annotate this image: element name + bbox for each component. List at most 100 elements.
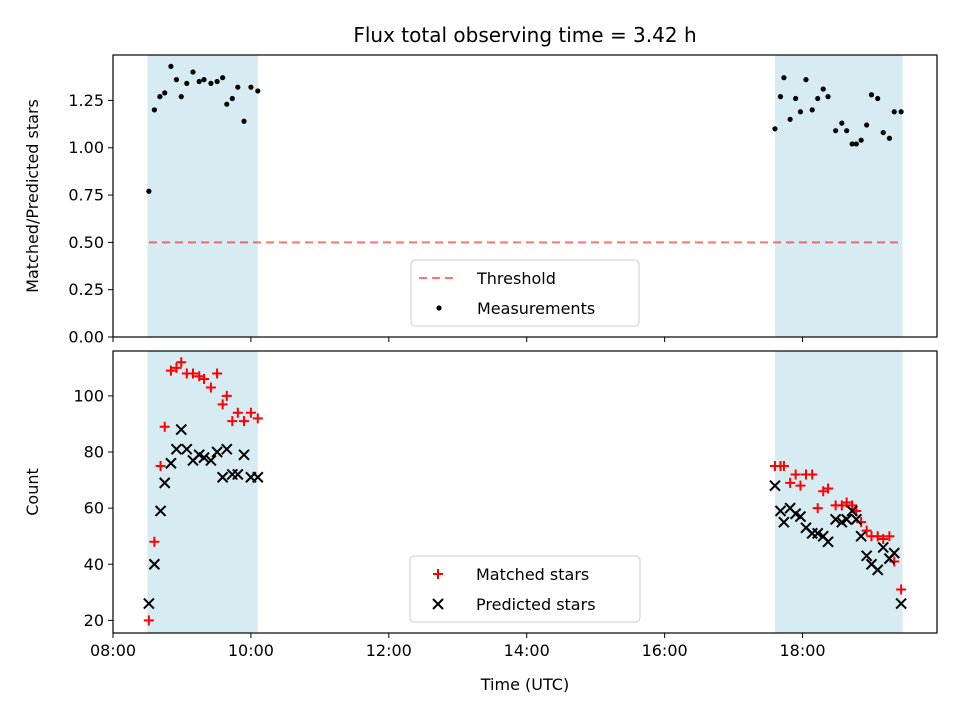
predicted-star-point [175, 423, 187, 436]
measurement-point [886, 135, 893, 141]
predicted-star-point [822, 536, 834, 548]
legend-label: Matched stars [476, 565, 589, 584]
matched-star-point [884, 531, 895, 542]
matched-star-point [221, 390, 232, 401]
matched-star-point [159, 421, 170, 432]
predicted-star-point [205, 454, 217, 467]
axes-frame [112, 350, 938, 634]
measurement-point [803, 77, 809, 83]
ratio-panel: 0.00 0.25 0.50 0.75 1.00 1.25 Matched/Predicte… [23, 54, 938, 347]
measurement-point [229, 95, 235, 102]
measurement-point [787, 116, 793, 122]
predicted-star-point [877, 541, 889, 554]
measurement-point [201, 77, 207, 83]
measurement-point [781, 75, 787, 81]
measurement-point [891, 109, 897, 115]
matched-star-point [823, 483, 834, 494]
predicted-star-point [165, 457, 177, 469]
y-tick-label: 0.75 [68, 186, 104, 205]
matched-star-point [165, 365, 176, 376]
y-axis-label: Count [23, 468, 42, 516]
predicted-star-point [252, 471, 264, 483]
measurement-point [825, 94, 831, 100]
measurement-point [190, 69, 196, 75]
legend-box [410, 259, 640, 327]
legend-label: Predicted stars [476, 595, 596, 614]
matched-star-point [212, 368, 223, 379]
matched-star-point [795, 480, 806, 491]
predicted-star-point [888, 547, 900, 559]
measurement-point [220, 75, 226, 81]
legend-label: Measurements [477, 299, 595, 318]
predicted-star-point [812, 527, 824, 540]
measurement-point [772, 126, 778, 132]
measurement-point [184, 80, 190, 86]
y-axis-label: Matched/Predicted stars [23, 99, 42, 293]
y-tick-label: 40 [84, 555, 104, 574]
measurement-point [157, 94, 163, 100]
predicted-star-point [211, 446, 223, 458]
predicted-star-point [840, 513, 853, 526]
matched-star-point [199, 374, 210, 385]
measurement-point [196, 78, 202, 85]
x-axis-label: Time (UTC) [480, 675, 569, 694]
predicted-star-point [895, 597, 907, 610]
measurement-point [146, 188, 152, 194]
matched-star-point [217, 399, 228, 410]
predicted-star-point [774, 505, 787, 517]
x-tick-label: 08:00 [90, 641, 136, 660]
measurement-point [898, 109, 904, 115]
predicted-star-point [794, 510, 807, 523]
matched-star-point [227, 416, 238, 427]
matched-star-point [171, 362, 182, 373]
predicted-star-point [154, 505, 167, 517]
predicted-star-point [846, 505, 858, 517]
predicted-star-point [860, 550, 873, 562]
predicted-star-point [238, 449, 250, 461]
predicted-star-point [198, 451, 210, 464]
matched-star-point [149, 536, 160, 547]
matched-star-point [872, 531, 883, 542]
matched-star-point [778, 461, 789, 472]
y-tick-label: 20 [84, 611, 104, 630]
matched-star-point [812, 503, 823, 514]
measurement-point [224, 101, 230, 107]
measurement-point [241, 118, 247, 124]
predicted-star-point [769, 479, 781, 492]
y-tick-label: 0.25 [68, 280, 104, 299]
chart-title: Flux total observing time = 3.42 h [353, 23, 696, 47]
predicted-star-point [143, 597, 155, 610]
legend-predicted-swatch [432, 598, 444, 610]
measurement-point [839, 120, 845, 126]
measurement-point [849, 141, 855, 147]
measurement-point [864, 122, 870, 128]
matched-star-point [841, 497, 852, 508]
predicted-star-point [871, 564, 884, 576]
x-tick-label: 14:00 [504, 641, 550, 660]
measurement-point [255, 88, 261, 94]
predicted-star-point [221, 443, 233, 455]
matched-star-point [252, 413, 263, 424]
observing-span [774, 55, 903, 337]
matched-star-point [807, 469, 818, 480]
y-tick-label: 80 [84, 443, 104, 462]
measurement-point [833, 128, 839, 134]
measurement-point [815, 95, 821, 102]
measurement-point [880, 129, 886, 136]
y-tick-label: 100 [73, 386, 104, 405]
measurement-point [793, 95, 799, 102]
predicted-star-point [181, 443, 193, 455]
predicted-star-point [778, 516, 790, 528]
observing-span [147, 351, 258, 633]
matched-star-point [205, 382, 216, 393]
measurement-point [777, 94, 784, 100]
y-tick-label: 0.00 [68, 328, 104, 347]
measurement-point [178, 94, 184, 100]
x-tick-label: 16:00 [642, 641, 688, 660]
y-tick-label: 60 [84, 499, 104, 518]
matched-star-point [896, 584, 907, 595]
measurement-point [168, 63, 174, 69]
matched-star-point [847, 500, 858, 511]
legend-matched-swatch [433, 569, 443, 579]
measurement-point [853, 141, 859, 147]
